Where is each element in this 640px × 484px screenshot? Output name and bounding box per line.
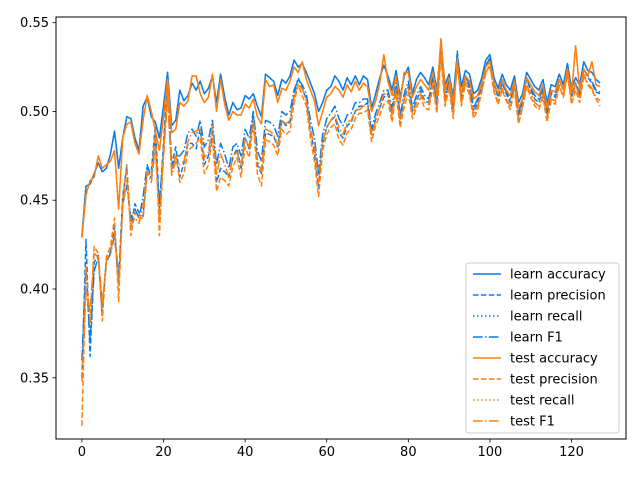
y-tick-label: 0.45: [20, 194, 49, 209]
legend-label-learn-f1: learn F1: [510, 331, 563, 346]
x-tick-label: 40: [237, 445, 254, 460]
series-line-test-accuracy: [81, 37, 601, 238]
legend-label-learn-accuracy: learn accuracy: [510, 268, 606, 283]
legend: learn accuracy learn precision learn recal…: [465, 262, 620, 434]
x-tick-label: 80: [400, 445, 417, 460]
y-tick-label: 0.40: [20, 282, 49, 297]
y-tick-label: 0.50: [20, 105, 49, 120]
y-tick-label: 0.55: [20, 16, 49, 31]
legend-label-test-precision: test precision: [510, 373, 598, 388]
axis-ticks: 0 20 40 60 80 100 120 0.35 0.40 0.45 0.50 0.55: [20, 16, 584, 460]
plot-frame: [55, 16, 627, 440]
x-tick-label: 120: [559, 445, 584, 460]
legend-label-learn-recall: learn recall: [510, 310, 582, 325]
legend-box: [465, 262, 620, 434]
y-tick-label: 0.35: [20, 371, 49, 386]
series-layer: [81, 37, 601, 426]
legend-label-test-accuracy: test accuracy: [510, 352, 598, 367]
x-tick-label: 100: [478, 445, 503, 460]
legend-label-test-f1: test F1: [510, 415, 555, 430]
x-tick-label: 20: [155, 445, 172, 460]
x-tick-label: 0: [78, 445, 86, 460]
legend-label-learn-precision: learn precision: [510, 289, 606, 304]
series-line-learn-recall: [81, 45, 601, 236]
x-tick-label: 60: [318, 445, 335, 460]
legend-label-test-recall: test recall: [510, 394, 575, 409]
series-line-test-f1: [81, 50, 601, 382]
